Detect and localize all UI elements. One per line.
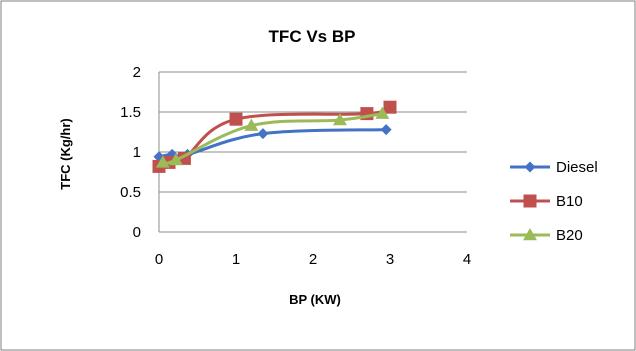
data-point-b20 xyxy=(155,155,170,168)
data-point-b20 xyxy=(375,106,390,119)
x-axis-title: BP (KW) xyxy=(289,292,341,307)
x-tick-label: 2 xyxy=(309,251,317,268)
x-tick-labels: 0 1 2 3 4 xyxy=(155,251,471,268)
chart-title: TFC Vs BP xyxy=(269,27,356,46)
y-tick-label: 1 xyxy=(133,144,141,161)
data-point-b10 xyxy=(229,112,243,126)
legend-label-diesel: Diesel xyxy=(556,159,598,176)
y-tick-label: 0.5 xyxy=(120,184,141,201)
x-tick-label: 4 xyxy=(463,251,471,268)
data-point-diesel xyxy=(257,128,269,140)
legend-marker-b20 xyxy=(523,228,537,241)
data-point-diesel xyxy=(380,124,392,136)
data-point-b20 xyxy=(332,113,347,126)
series-b20 xyxy=(155,106,390,168)
legend-label-b10: B10 xyxy=(556,193,583,210)
legend-marker-b10 xyxy=(523,194,537,208)
y-tick-label: 1.5 xyxy=(120,104,141,121)
legend-label-b20: B20 xyxy=(556,227,583,244)
legend-item-b10: B10 xyxy=(510,193,583,210)
data-point-b20 xyxy=(244,118,259,131)
x-tick-label: 0 xyxy=(155,251,163,268)
y-tick-label: 2 xyxy=(133,64,141,81)
y-tick-labels: 0 0.5 1 1.5 2 xyxy=(120,64,141,241)
y-axis-title: TFC (Kg/hr) xyxy=(58,118,73,189)
gridlines xyxy=(159,71,467,193)
x-tick-label: 3 xyxy=(386,251,394,268)
legend-item-diesel: Diesel xyxy=(510,159,598,176)
data-point-b20 xyxy=(168,153,183,166)
data-point-b10 xyxy=(383,100,397,114)
x-tick-label: 1 xyxy=(232,251,240,268)
series-layer xyxy=(152,100,397,173)
legend-marker-diesel xyxy=(524,161,536,173)
legend-item-b20: B20 xyxy=(510,227,583,244)
y-tick-label: 0 xyxy=(133,224,141,241)
legend: Diesel B10 B20 xyxy=(510,159,598,244)
